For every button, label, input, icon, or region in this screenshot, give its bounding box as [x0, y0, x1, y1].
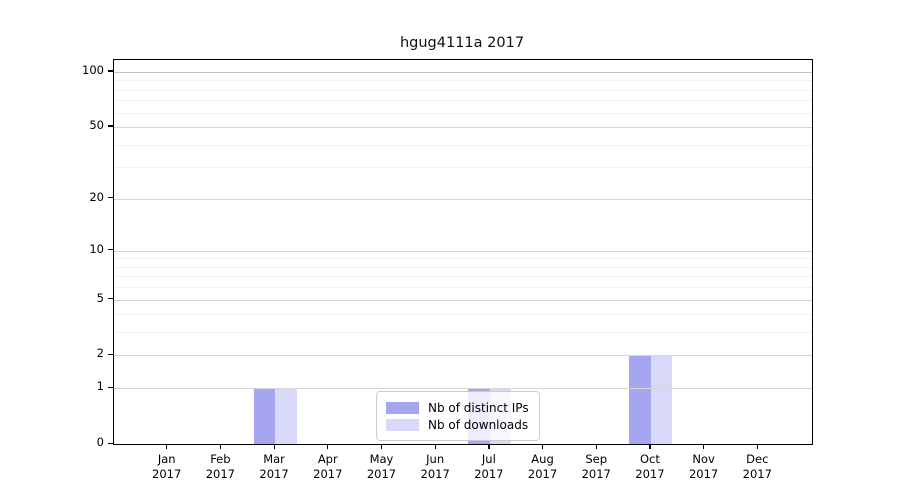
minor-gridline-6 — [114, 287, 812, 288]
bar-distinct-ips-oct — [629, 355, 651, 444]
x-tick-label-aug: Aug 2017 — [527, 452, 558, 481]
minor-gridline-90 — [114, 80, 812, 81]
y-tick-10 — [108, 249, 113, 251]
minor-gridline-80 — [114, 90, 812, 91]
y-tick-100 — [108, 70, 113, 72]
y-tick-label-5: 5 — [96, 290, 104, 305]
x-tick-feb — [219, 444, 222, 449]
major-gridline-100 — [114, 72, 812, 73]
bar-distinct-ips-mar — [253, 388, 276, 444]
legend-swatch-downloads-icon — [386, 418, 419, 431]
y-tick-2 — [108, 353, 113, 356]
legend-item-distinct-ips: Nb of distinct IPs — [386, 399, 529, 416]
x-tick-label-apr: Apr 2017 — [313, 452, 343, 481]
y-tick-label-1: 1 — [96, 379, 104, 394]
x-tick-label-nov: Nov 2017 — [688, 452, 719, 481]
x-tick-dec — [756, 444, 758, 449]
legend-label-distinct-ips: Nb of distinct IPs — [428, 400, 529, 415]
x-tick-jun — [434, 444, 436, 449]
minor-gridline-40 — [114, 145, 812, 146]
y-tick-label-20: 20 — [89, 189, 104, 204]
bar-downloads-mar — [275, 388, 297, 444]
bar-downloads-oct — [650, 355, 673, 444]
x-tick-may — [380, 444, 383, 449]
major-gridline-2 — [114, 355, 812, 356]
x-tick-oct — [649, 444, 651, 449]
major-gridline-10 — [114, 251, 812, 252]
x-tick-label-oct: Oct 2017 — [635, 452, 665, 481]
x-tick-nov — [703, 444, 705, 449]
y-tick-5 — [108, 298, 113, 300]
x-tick-label-mar: Mar 2017 — [259, 452, 289, 481]
y-tick-label-0: 0 — [96, 435, 104, 449]
y-tick-50 — [108, 125, 113, 127]
y-tick-20 — [108, 197, 113, 199]
legend: Nb of distinct IPs Nb of downloads — [376, 391, 540, 441]
x-tick-label-feb: Feb 2017 — [205, 452, 236, 481]
plot-area: Nb of distinct IPs Nb of downloads — [113, 59, 813, 445]
x-tick-label-dec: Dec 2017 — [742, 452, 772, 481]
major-gridline-5 — [114, 300, 812, 301]
x-tick-label-jun: Jun 2017 — [420, 452, 450, 481]
major-gridline-20 — [114, 199, 812, 200]
minor-gridline-60 — [114, 113, 812, 114]
minor-gridline-30 — [114, 167, 812, 168]
x-tick-sep — [595, 444, 597, 449]
minor-gridline-3 — [114, 332, 812, 333]
x-tick-label-sep: Sep 2017 — [581, 452, 611, 481]
chart-title: hgug4111a 2017 — [399, 35, 525, 51]
minor-gridline-8 — [114, 267, 812, 268]
x-tick-aug — [542, 444, 544, 449]
y-tick-label-100: 100 — [82, 62, 104, 77]
minor-gridline-7 — [114, 276, 812, 277]
x-tick-mar — [273, 444, 275, 449]
y-tick-1 — [108, 386, 113, 388]
legend-swatch-distinct-ips-icon — [386, 401, 419, 414]
y-tick-label-50: 50 — [89, 117, 104, 132]
minor-gridline-4 — [114, 314, 812, 315]
major-gridline-1 — [114, 388, 812, 389]
x-tick-label-jul: Jul 2017 — [474, 452, 504, 481]
x-tick-jul — [488, 444, 490, 449]
legend-item-downloads: Nb of downloads — [386, 416, 529, 433]
x-tick-label-may: May 2017 — [366, 452, 397, 481]
major-gridline-50 — [114, 127, 812, 128]
legend-label-downloads: Nb of downloads — [428, 417, 529, 432]
x-tick-apr — [327, 444, 329, 449]
plot-canvas — [114, 60, 812, 444]
y-tick-label-2: 2 — [96, 346, 104, 361]
minor-gridline-70 — [114, 100, 812, 101]
y-tick-label-10: 10 — [89, 241, 104, 256]
x-tick-label-jan: Jan 2017 — [152, 452, 182, 481]
x-tick-jan — [166, 444, 168, 449]
minor-gridline-9 — [114, 258, 812, 259]
y-tick-0 — [108, 442, 113, 444]
